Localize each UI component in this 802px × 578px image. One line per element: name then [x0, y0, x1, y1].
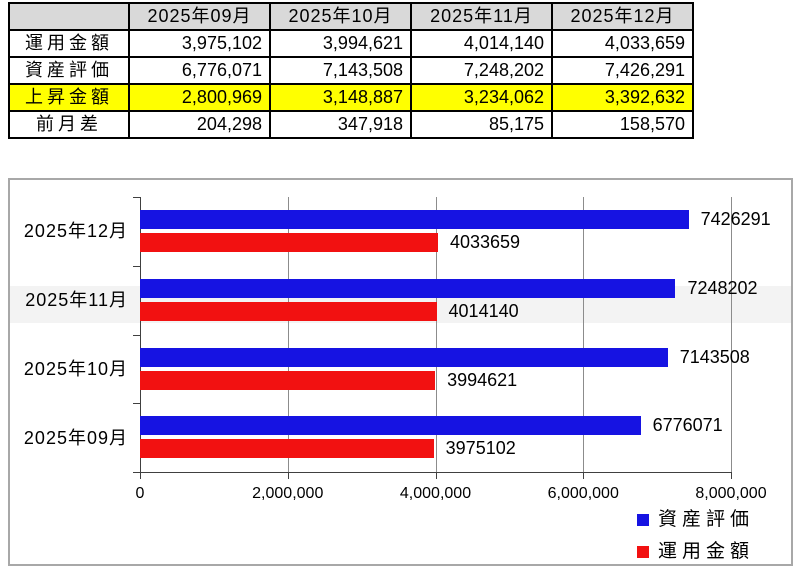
row-label-month-diff[interactable]: 前月差 — [8, 110, 130, 139]
cell-diff-sep[interactable]: 204,298 — [128, 110, 271, 139]
x-tick-label: 0 — [135, 485, 145, 502]
x-axis-tick — [140, 472, 141, 479]
cell-diff-oct[interactable]: 347,918 — [269, 110, 412, 139]
gridline — [435, 197, 437, 472]
fund-amount-label: 3975102 — [445, 438, 516, 459]
legend-item-asset-value[interactable]: 資産評価 — [637, 508, 754, 532]
category-label: 2025年12月 — [23, 221, 128, 242]
table-row-gain-amount: 上昇金額 2,800,969 3,148,887 3,234,062 3,392… — [8, 83, 694, 112]
fund-amount-swatch-icon — [637, 546, 649, 558]
col-header-dec[interactable]: 2025年12月 — [551, 2, 694, 31]
fund-amount-bar — [140, 233, 438, 252]
gridline — [287, 197, 289, 472]
cell-fund-nov[interactable]: 4,014,140 — [410, 29, 553, 58]
cell-gain-nov[interactable]: 3,234,062 — [410, 83, 553, 112]
table-row-month-diff: 前月差 204,298 347,918 85,175 158,570 — [8, 110, 694, 139]
asset-value-bar — [140, 416, 641, 436]
asset-value-label: 7426291 — [700, 209, 771, 229]
cell-fund-sep[interactable]: 3,975,102 — [128, 29, 271, 58]
fund-amount-bar — [140, 439, 434, 459]
x-tick-label: 4,000,000 — [399, 485, 472, 502]
summary-table: 2025年09月 2025年10月 2025年11月 2025年12月 運用金額… — [8, 2, 694, 139]
category-label: 2025年11月 — [25, 290, 128, 311]
x-axis-tick — [731, 472, 732, 479]
asset-value-bar — [140, 278, 676, 298]
col-header-nov[interactable]: 2025年11月 — [410, 2, 553, 31]
cell-asset-sep[interactable]: 6,776,071 — [128, 56, 271, 85]
table-header-row: 2025年09月 2025年10月 2025年11月 2025年12月 — [8, 2, 694, 31]
col-header-sep[interactable]: 2025年09月 — [128, 2, 271, 31]
cell-asset-nov[interactable]: 7,248,202 — [410, 56, 553, 85]
category-label: 2025年10月 — [23, 358, 128, 379]
cell-gain-sep[interactable]: 2,800,969 — [128, 83, 271, 112]
fund-amount-bar — [140, 301, 437, 321]
cell-asset-dec[interactable]: 7,426,291 — [551, 56, 694, 85]
x-axis-tick — [287, 472, 289, 479]
legend-label: 資産評価 — [658, 509, 755, 530]
legend-label: 運用金額 — [658, 541, 755, 562]
x-tick-label: 8,000,000 — [695, 485, 767, 502]
fund-amount-label: 3994621 — [447, 369, 518, 390]
cell-asset-oct[interactable]: 7,143,508 — [269, 56, 412, 85]
gridline — [731, 197, 732, 472]
x-axis-tick — [435, 472, 437, 479]
table-row-fund-amount: 運用金額 3,975,102 3,994,621 4,014,140 4,033… — [8, 29, 694, 58]
row-label-fund-amount[interactable]: 運用金額 — [8, 29, 130, 58]
asset-value-bar — [140, 210, 689, 229]
row-label-asset-value[interactable]: 資産評価 — [8, 56, 130, 85]
y-axis-tick — [133, 197, 140, 198]
fund-amount-label: 4014140 — [448, 300, 519, 321]
y-axis-tick — [133, 403, 140, 405]
y-axis-tick — [133, 472, 140, 473]
legend: 資産評価 運用金額 — [637, 508, 754, 564]
gridline — [583, 197, 585, 472]
fund-amount-label: 4033659 — [449, 232, 521, 252]
cell-gain-dec[interactable]: 3,392,632 — [551, 83, 694, 112]
asset-value-label: 7143508 — [679, 346, 750, 367]
asset-value-swatch-icon — [637, 514, 649, 526]
col-header-oct[interactable]: 2025年10月 — [269, 2, 412, 31]
corner-cell[interactable] — [8, 2, 130, 31]
y-axis-line — [140, 197, 141, 472]
x-tick-label: 6,000,000 — [547, 485, 619, 502]
bar-chart[interactable]: 2025年12月 7426291 4033659 2025年11月 7248202 401… — [8, 178, 793, 566]
category-label: 2025年09月 — [23, 427, 128, 448]
cell-fund-oct[interactable]: 3,994,621 — [269, 29, 412, 58]
legend-item-fund-amount[interactable]: 運用金額 — [637, 540, 754, 564]
cell-fund-dec[interactable]: 4,033,659 — [551, 29, 694, 58]
cell-diff-dec[interactable]: 158,570 — [551, 110, 694, 139]
row-label-gain-amount[interactable]: 上昇金額 — [8, 83, 130, 112]
asset-value-label: 7248202 — [687, 277, 758, 298]
x-tick-label: 2,000,000 — [252, 485, 324, 502]
cell-gain-oct[interactable]: 3,148,887 — [269, 83, 412, 112]
cell-diff-nov[interactable]: 85,175 — [410, 110, 553, 139]
table-row-asset-value: 資産評価 6,776,071 7,143,508 7,248,202 7,426… — [8, 56, 694, 85]
x-axis-tick — [583, 472, 585, 479]
asset-value-label: 6776071 — [652, 415, 723, 436]
y-axis-tick — [133, 334, 140, 336]
y-axis-tick — [133, 265, 140, 267]
asset-value-bar — [140, 347, 668, 367]
fund-amount-bar — [140, 370, 436, 390]
